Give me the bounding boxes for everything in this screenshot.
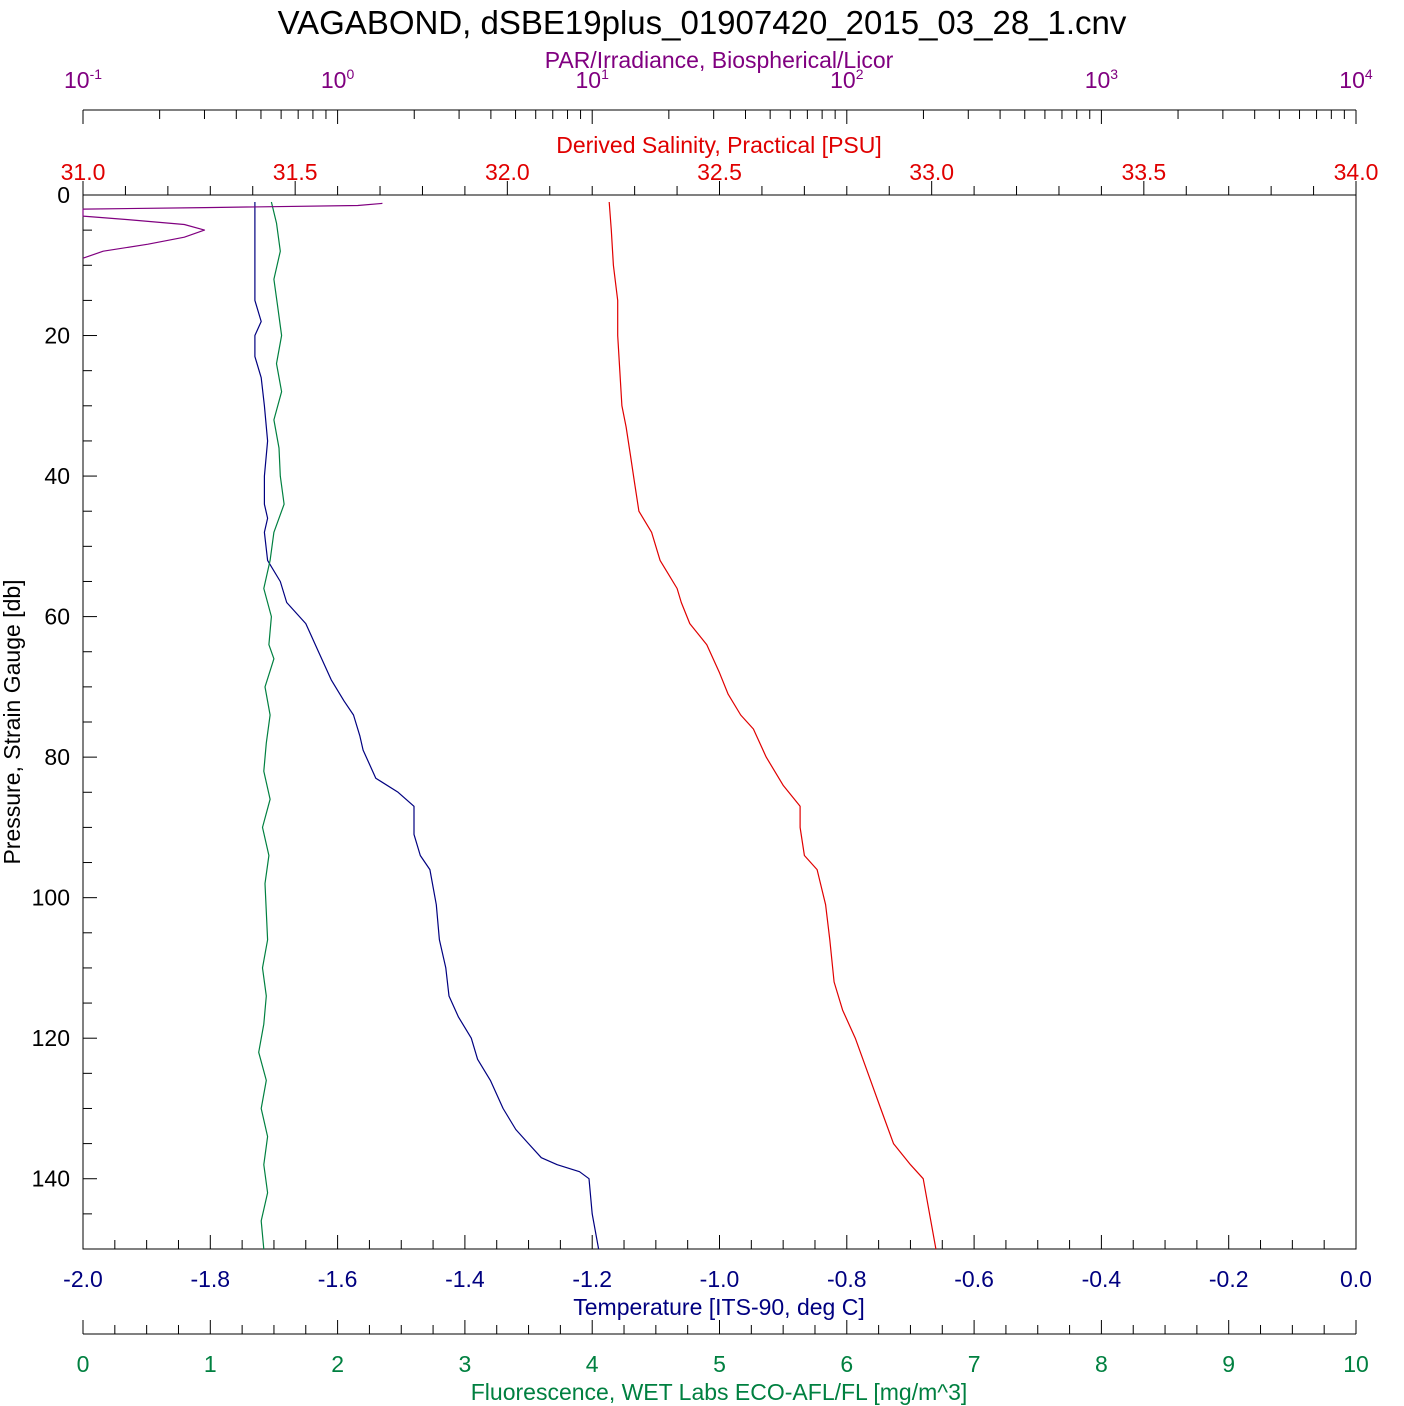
par-tick-label: 102 [830, 66, 864, 93]
fluorescence-tick-label: 0 [77, 1351, 90, 1377]
fluorescence-tick-label: 5 [713, 1351, 726, 1377]
pressure-tick-label: 60 [44, 604, 70, 630]
series-layer [82, 201, 937, 1250]
pressure-tick-label: 0 [57, 182, 70, 208]
fluorescence-profile-line [258, 201, 285, 1250]
fluorescence-tick-label: 9 [1222, 1351, 1235, 1377]
fluorescence-tick-label: 7 [968, 1351, 981, 1377]
pressure-axis-label: Pressure, Strain Gauge [db] [0, 579, 25, 864]
temperature-profile-line [254, 202, 600, 1250]
salinity-tick-label: 34.0 [1334, 159, 1379, 185]
pressure-tick-label: 140 [32, 1166, 70, 1192]
par-tick-label: 10-1 [64, 66, 102, 93]
temperature-tick-label: -1.0 [700, 1266, 740, 1292]
salinity-tick-label: 33.0 [909, 159, 954, 185]
fluorescence-tick-label: 1 [204, 1351, 217, 1377]
fluorescence-tick-label: 10 [1343, 1351, 1369, 1377]
temperature-tick-label: -1.8 [190, 1266, 230, 1292]
salinity-axis-label: Derived Salinity, Practical [PSU] [556, 132, 882, 158]
fluorescence-axis: 0 1 2 3 4 5 6 7 8 9 10 [77, 1320, 1369, 1377]
par-axis: 10-1 100 101 102 103 104 [64, 66, 1373, 124]
fluorescence-tick-label: 3 [459, 1351, 472, 1377]
chart-title: VAGABOND, dSBE19plus_01907420_2015_03_28… [278, 4, 1127, 41]
fluorescence-tick-label: 6 [840, 1351, 853, 1377]
par-axis-label: PAR/Irradiance, Biospherical/Licor [545, 47, 894, 73]
pressure-tick-label: 20 [44, 323, 70, 349]
temperature-tick-label: -0.6 [954, 1266, 994, 1292]
temperature-tick-label: -0.2 [1209, 1266, 1249, 1292]
temperature-tick-label: -0.8 [827, 1266, 867, 1292]
temperature-tick-label: -2.0 [63, 1266, 103, 1292]
par-tick-label: 104 [1339, 66, 1373, 93]
temperature-tick-label: 0.0 [1340, 1266, 1372, 1292]
par-tick-label: 101 [576, 66, 610, 93]
temperature-tick-label: -1.6 [318, 1266, 358, 1292]
salinity-tick-label: 32.0 [485, 159, 530, 185]
salinity-profile-line [608, 201, 937, 1250]
fluorescence-tick-label: 8 [1095, 1351, 1108, 1377]
temperature-tick-label: -1.4 [445, 1266, 485, 1292]
temperature-tick-label: -0.4 [1082, 1266, 1122, 1292]
salinity-tick-label: 31.0 [61, 159, 106, 185]
pressure-tick-label: 40 [44, 463, 70, 489]
salinity-tick-label: 31.5 [273, 159, 318, 185]
par-profile-line [82, 202, 383, 259]
par-tick-label: 103 [1085, 66, 1119, 93]
fluorescence-tick-label: 2 [331, 1351, 344, 1377]
temperature-tick-label: -1.2 [572, 1266, 612, 1292]
pressure-tick-label: 100 [32, 885, 70, 911]
plot-frame [82, 194, 1357, 1250]
salinity-tick-label: 32.5 [697, 159, 742, 185]
salinity-axis: 31.0 31.5 32.0 32.5 33.0 33.5 34.0 [61, 159, 1379, 195]
par-tick-label: 100 [321, 66, 355, 93]
fluorescence-tick-label: 4 [586, 1351, 599, 1377]
pressure-tick-label: 80 [44, 744, 70, 770]
temperature-axis-label: Temperature [ITS-90, deg C] [573, 1294, 864, 1320]
pressure-axis: 0 20 40 60 80 100 120 140 [32, 182, 97, 1250]
pressure-tick-label: 120 [32, 1025, 70, 1051]
salinity-tick-label: 33.5 [1121, 159, 1166, 185]
temperature-axis: -2.0 -1.8 -1.6 -1.4 -1.2 -1.0 -0.8 -0.6 -0.4 -0.2… [63, 1235, 1372, 1292]
fluorescence-axis-label: Fluorescence, WET Labs ECO-AFL/FL [mg/m^… [471, 1379, 968, 1405]
